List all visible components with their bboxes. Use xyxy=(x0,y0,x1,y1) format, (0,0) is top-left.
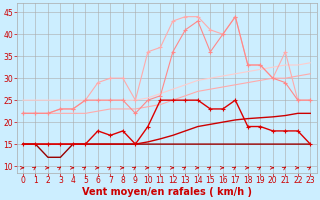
X-axis label: Vent moyen/en rafales ( km/h ): Vent moyen/en rafales ( km/h ) xyxy=(82,187,252,197)
